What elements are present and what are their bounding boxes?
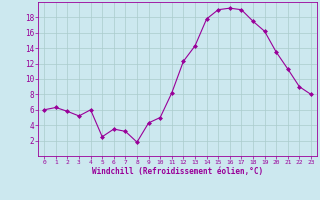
X-axis label: Windchill (Refroidissement éolien,°C): Windchill (Refroidissement éolien,°C) [92,167,263,176]
